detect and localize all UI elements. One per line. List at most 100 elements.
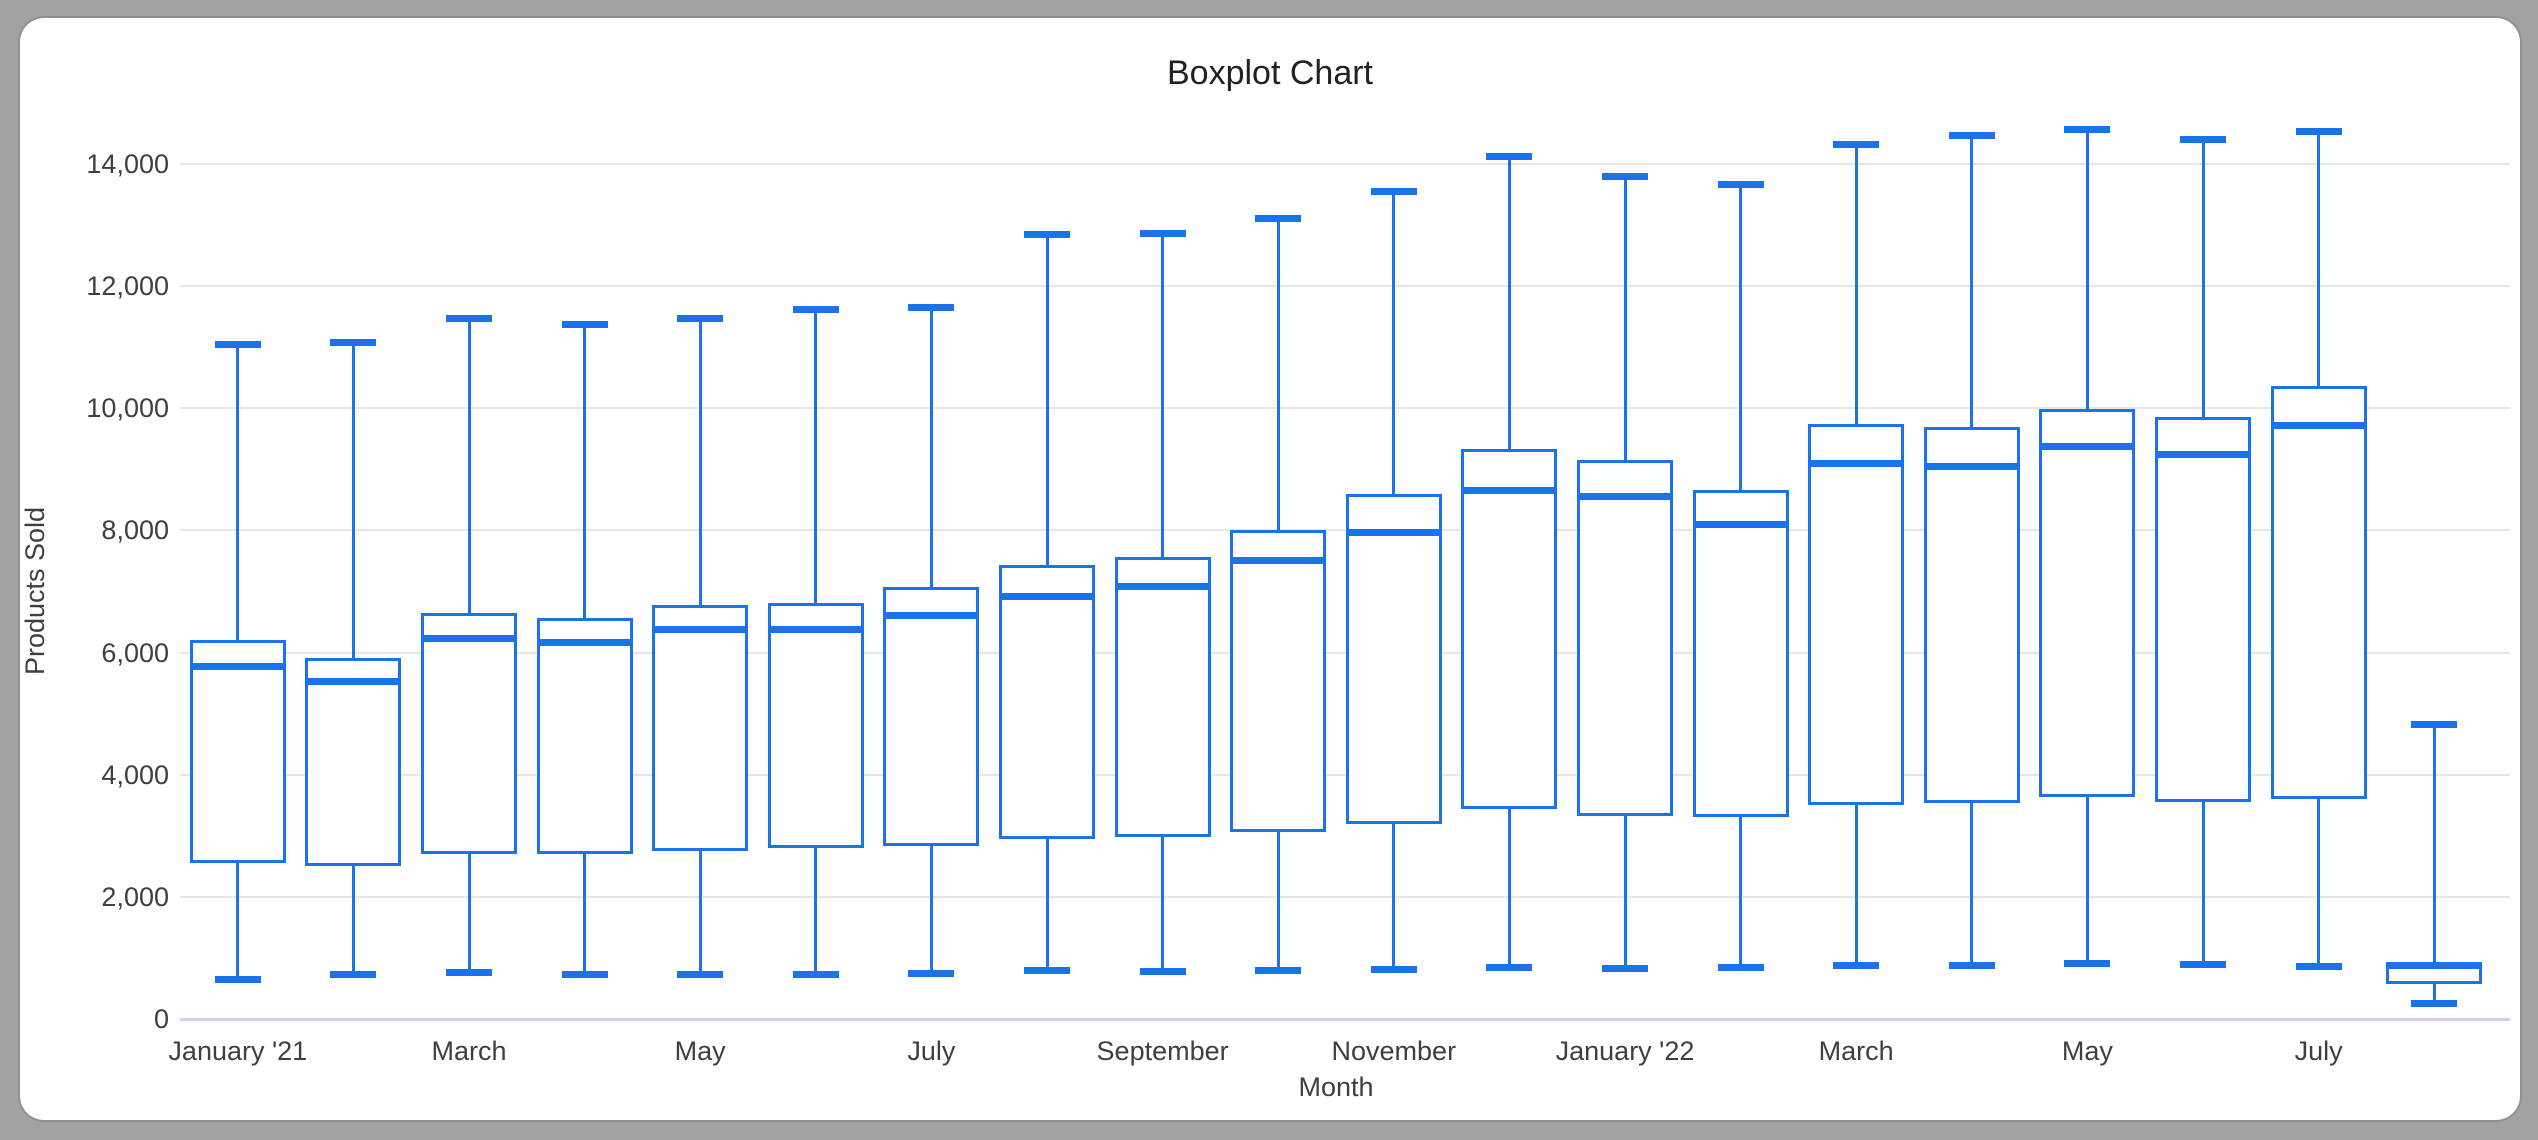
boxplot-box[interactable] xyxy=(1230,529,1327,833)
boxplot-median-line[interactable] xyxy=(1230,557,1327,565)
whisker-cap-top[interactable] xyxy=(2180,136,2226,144)
whisker-stem-top[interactable] xyxy=(1161,233,1165,558)
whisker-cap-top[interactable] xyxy=(1370,187,1417,195)
whisker-stem-bottom[interactable] xyxy=(1161,837,1165,972)
whisker-stem-bottom[interactable] xyxy=(1854,804,1858,966)
whisker-cap-bottom[interactable] xyxy=(677,970,724,978)
whisker-cap-bottom[interactable] xyxy=(1833,962,1880,970)
boxplot-box[interactable] xyxy=(1114,557,1211,837)
whisker-stem-bottom[interactable] xyxy=(2201,802,2205,965)
boxplot-median-line[interactable] xyxy=(536,639,633,647)
boxplot-box[interactable] xyxy=(1692,490,1789,818)
boxplot-median-line[interactable] xyxy=(999,593,1095,601)
boxplot-median-line[interactable] xyxy=(1808,460,1905,468)
whisker-cap-top[interactable] xyxy=(677,315,724,322)
boxplot-median-line[interactable] xyxy=(305,677,402,685)
whisker-cap-top[interactable] xyxy=(908,304,955,312)
boxplot-box[interactable] xyxy=(767,603,864,848)
whisker-cap-bottom[interactable] xyxy=(2180,961,2226,969)
whisker-cap-top[interactable] xyxy=(1717,181,1764,189)
whisker-cap-bottom[interactable] xyxy=(1486,963,1533,971)
boxplot-median-line[interactable] xyxy=(1345,529,1442,537)
boxplot-median-line[interactable] xyxy=(1923,463,2020,471)
whisker-cap-bottom[interactable] xyxy=(214,975,261,983)
boxplot-box[interactable] xyxy=(1345,494,1442,824)
whisker-cap-bottom[interactable] xyxy=(792,970,839,978)
whisker-stem-top[interactable] xyxy=(1045,234,1049,566)
whisker-stem-bottom[interactable] xyxy=(2085,797,2089,964)
whisker-cap-bottom[interactable] xyxy=(1255,967,1302,975)
whisker-stem-bottom[interactable] xyxy=(698,851,702,975)
whisker-stem-top[interactable] xyxy=(1739,184,1743,491)
boxplot-median-line[interactable] xyxy=(652,626,749,634)
boxplot-box[interactable] xyxy=(421,613,517,855)
boxplot-median-line[interactable] xyxy=(1577,493,1673,501)
whisker-stem-bottom[interactable] xyxy=(583,854,587,975)
whisker-cap-top[interactable] xyxy=(792,305,839,313)
boxplot-box[interactable] xyxy=(883,586,980,847)
whisker-cap-top[interactable] xyxy=(214,340,261,348)
whisker-stem-top[interactable] xyxy=(2432,724,2436,965)
whisker-cap-top[interactable] xyxy=(1255,215,1302,223)
boxplot-box[interactable] xyxy=(1923,426,2020,804)
whisker-stem-bottom[interactable] xyxy=(929,846,933,974)
whisker-stem-bottom[interactable] xyxy=(1739,817,1743,968)
whisker-stem-bottom[interactable] xyxy=(814,848,818,975)
whisker-cap-bottom[interactable] xyxy=(561,970,608,978)
whisker-stem-top[interactable] xyxy=(1623,176,1627,461)
boxplot-box[interactable] xyxy=(2155,416,2251,803)
whisker-cap-bottom[interactable] xyxy=(446,969,492,977)
whisker-stem-top[interactable] xyxy=(814,309,818,604)
whisker-stem-bottom[interactable] xyxy=(351,866,355,975)
boxplot-median-line[interactable] xyxy=(767,626,864,634)
whisker-cap-top[interactable] xyxy=(2411,720,2458,728)
whisker-stem-top[interactable] xyxy=(236,344,240,641)
whisker-cap-bottom[interactable] xyxy=(908,970,955,978)
whisker-cap-top[interactable] xyxy=(2295,127,2342,135)
whisker-stem-top[interactable] xyxy=(583,324,587,618)
boxplot-median-line[interactable] xyxy=(1692,520,1789,528)
whisker-cap-top[interactable] xyxy=(1948,132,1995,140)
boxplot-box[interactable] xyxy=(1461,449,1558,809)
whisker-cap-top[interactable] xyxy=(1602,173,1648,181)
whisker-stem-top[interactable] xyxy=(698,318,702,605)
whisker-stem-bottom[interactable] xyxy=(1623,815,1627,969)
whisker-cap-bottom[interactable] xyxy=(1717,963,1764,971)
whisker-cap-top[interactable] xyxy=(1486,152,1533,160)
whisker-stem-bottom[interactable] xyxy=(2432,983,2436,1004)
whisker-cap-bottom[interactable] xyxy=(1024,967,1070,975)
whisker-stem-bottom[interactable] xyxy=(1045,838,1049,971)
whisker-stem-top[interactable] xyxy=(1507,156,1511,450)
whisker-stem-bottom[interactable] xyxy=(1970,803,1974,966)
boxplot-box[interactable] xyxy=(305,658,402,867)
whisker-cap-bottom[interactable] xyxy=(330,970,377,978)
boxplot-box[interactable] xyxy=(2039,408,2136,798)
whisker-cap-bottom[interactable] xyxy=(1139,968,1186,976)
whisker-cap-top[interactable] xyxy=(2064,126,2111,134)
whisker-stem-top[interactable] xyxy=(2201,139,2205,417)
whisker-stem-bottom[interactable] xyxy=(467,854,471,973)
whisker-cap-top[interactable] xyxy=(1024,231,1070,239)
whisker-stem-top[interactable] xyxy=(1392,191,1396,495)
boxplot-box[interactable] xyxy=(536,617,633,855)
boxplot-median-line[interactable] xyxy=(883,611,980,619)
boxplot-box[interactable] xyxy=(999,565,1095,839)
boxplot-median-line[interactable] xyxy=(2270,422,2367,430)
whisker-stem-top[interactable] xyxy=(2317,131,2321,387)
boxplot-box[interactable] xyxy=(652,604,749,852)
whisker-cap-bottom[interactable] xyxy=(1948,962,1995,970)
boxplot-median-line[interactable] xyxy=(1461,486,1558,494)
whisker-cap-top[interactable] xyxy=(561,320,608,328)
boxplot-median-line[interactable] xyxy=(1114,583,1211,591)
boxplot-median-line[interactable] xyxy=(2155,451,2251,459)
whisker-stem-top[interactable] xyxy=(467,318,471,614)
boxplot-median-line[interactable] xyxy=(421,635,517,643)
whisker-cap-top[interactable] xyxy=(446,315,492,322)
whisker-stem-top[interactable] xyxy=(929,307,933,587)
whisker-cap-top[interactable] xyxy=(1139,229,1186,237)
whisker-stem-top[interactable] xyxy=(1970,135,1974,427)
whisker-cap-bottom[interactable] xyxy=(2411,1000,2458,1008)
whisker-cap-bottom[interactable] xyxy=(1370,966,1417,974)
boxplot-box[interactable] xyxy=(1577,460,1673,816)
whisker-cap-top[interactable] xyxy=(330,338,377,346)
